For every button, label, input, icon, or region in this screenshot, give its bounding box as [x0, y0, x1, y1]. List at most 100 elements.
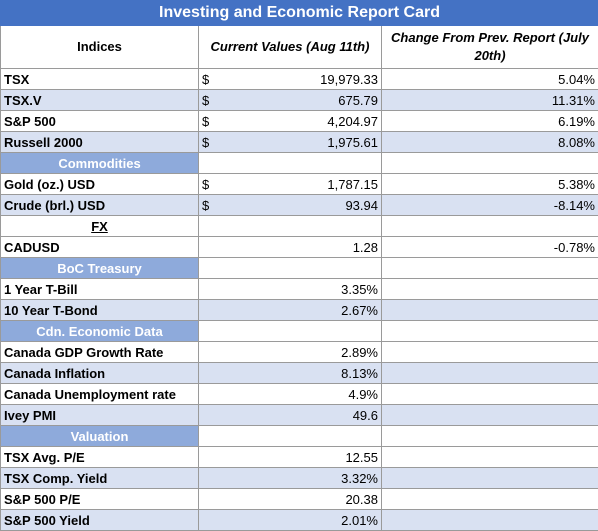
section-header-fx: FX	[1, 216, 199, 237]
current-value: 4.9%	[229, 384, 382, 405]
row-label: Crude (brl.) USD	[1, 195, 199, 216]
table-row: S&P 500 P/E 20.38	[1, 489, 598, 510]
change-value: 8.08%	[382, 132, 598, 153]
empty-cell	[382, 405, 598, 426]
table-row: TSX $ 19,979.33 5.04%	[1, 69, 598, 90]
empty-cell	[199, 300, 229, 321]
current-value: 4,204.97	[229, 111, 382, 132]
row-label: Russell 2000	[1, 132, 199, 153]
empty-cell	[229, 258, 382, 279]
empty-cell	[382, 426, 598, 447]
table-row: TSX.V $ 675.79 11.31%	[1, 90, 598, 111]
table-row: 10 Year T-Bond 2.67%	[1, 300, 598, 321]
empty-cell	[382, 279, 598, 300]
title-row: Investing and Economic Report Card	[1, 1, 598, 26]
empty-cell	[382, 363, 598, 384]
table-row: CADUSD 1.28 -0.78%	[1, 237, 598, 258]
section-row-commodities: Commodities	[1, 153, 598, 174]
table-row: 1 Year T-Bill 3.35%	[1, 279, 598, 300]
section-header-boc: BoC Treasury	[1, 258, 199, 279]
empty-cell	[199, 363, 229, 384]
empty-cell	[199, 468, 229, 489]
empty-cell	[229, 426, 382, 447]
empty-cell	[199, 216, 229, 237]
table-row: TSX Avg. P/E 12.55	[1, 447, 598, 468]
section-row-valuation: Valuation	[1, 426, 598, 447]
table-row: Canada GDP Growth Rate 2.89%	[1, 342, 598, 363]
currency-symbol: $	[199, 174, 229, 195]
current-value: 3.32%	[229, 468, 382, 489]
table-row: Canada Inflation 8.13%	[1, 363, 598, 384]
current-value: 93.94	[229, 195, 382, 216]
row-label: S&P 500 Yield	[1, 510, 199, 531]
empty-cell	[382, 468, 598, 489]
row-label: TSX	[1, 69, 199, 90]
empty-cell	[199, 237, 229, 258]
empty-cell	[199, 258, 229, 279]
table-row: Gold (oz.) USD $ 1,787.15 5.38%	[1, 174, 598, 195]
header-row: Indices Current Values (Aug 11th) Change…	[1, 26, 598, 69]
change-value: 5.38%	[382, 174, 598, 195]
current-value: 19,979.33	[229, 69, 382, 90]
empty-cell	[199, 342, 229, 363]
report-title: Investing and Economic Report Card	[1, 1, 598, 26]
table-row: Crude (brl.) USD $ 93.94 -8.14%	[1, 195, 598, 216]
empty-cell	[382, 489, 598, 510]
empty-cell	[382, 447, 598, 468]
empty-cell	[229, 216, 382, 237]
empty-cell	[199, 489, 229, 510]
section-row-boc: BoC Treasury	[1, 258, 598, 279]
row-label: TSX Comp. Yield	[1, 468, 199, 489]
table-row: Ivey PMI 49.6	[1, 405, 598, 426]
currency-symbol: $	[199, 195, 229, 216]
section-row-fx: FX	[1, 216, 598, 237]
table-row: S&P 500 $ 4,204.97 6.19%	[1, 111, 598, 132]
empty-cell	[382, 216, 598, 237]
empty-cell	[382, 342, 598, 363]
change-value: 6.19%	[382, 111, 598, 132]
empty-cell	[382, 510, 598, 531]
current-values-header: Current Values (Aug 11th)	[199, 26, 382, 69]
row-label: TSX.V	[1, 90, 199, 111]
current-value: 2.67%	[229, 300, 382, 321]
table-row: S&P 500 Yield 2.01%	[1, 510, 598, 531]
current-value: 1,975.61	[229, 132, 382, 153]
row-label: Canada Unemployment rate	[1, 384, 199, 405]
empty-cell	[199, 279, 229, 300]
currency-symbol: $	[199, 132, 229, 153]
row-label: 1 Year T-Bill	[1, 279, 199, 300]
empty-cell	[382, 300, 598, 321]
section-header-valuation: Valuation	[1, 426, 199, 447]
empty-cell	[199, 153, 229, 174]
empty-cell	[382, 153, 598, 174]
row-label: Canada GDP Growth Rate	[1, 342, 199, 363]
empty-cell	[199, 321, 229, 342]
empty-cell	[199, 447, 229, 468]
empty-cell	[199, 510, 229, 531]
section-header-econ: Cdn. Economic Data	[1, 321, 199, 342]
current-value: 12.55	[229, 447, 382, 468]
current-value: 20.38	[229, 489, 382, 510]
row-label: Canada Inflation	[1, 363, 199, 384]
indices-header: Indices	[1, 26, 199, 69]
change-value: 11.31%	[382, 90, 598, 111]
change-value: 5.04%	[382, 69, 598, 90]
table-row: Russell 2000 $ 1,975.61 8.08%	[1, 132, 598, 153]
row-label: CADUSD	[1, 237, 199, 258]
change-header: Change From Prev. Report (July 20th)	[382, 26, 598, 69]
current-value: 1,787.15	[229, 174, 382, 195]
empty-cell	[382, 321, 598, 342]
row-label: S&P 500 P/E	[1, 489, 199, 510]
row-label: S&P 500	[1, 111, 199, 132]
currency-symbol: $	[199, 90, 229, 111]
current-value: 8.13%	[229, 363, 382, 384]
section-header-commodities: Commodities	[1, 153, 199, 174]
row-label: Gold (oz.) USD	[1, 174, 199, 195]
table-row: Canada Unemployment rate 4.9%	[1, 384, 598, 405]
row-label: 10 Year T-Bond	[1, 300, 199, 321]
current-value: 675.79	[229, 90, 382, 111]
empty-cell	[199, 405, 229, 426]
change-value: -8.14%	[382, 195, 598, 216]
section-row-econ: Cdn. Economic Data	[1, 321, 598, 342]
